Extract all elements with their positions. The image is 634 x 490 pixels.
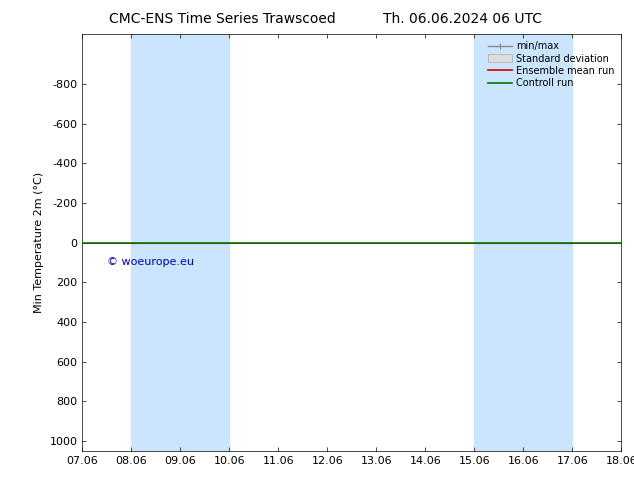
Legend: min/max, Standard deviation, Ensemble mean run, Controll run: min/max, Standard deviation, Ensemble me… [486, 39, 616, 90]
Bar [474, 34, 573, 451]
Text: CMC-ENS Time Series Trawscoed: CMC-ENS Time Series Trawscoed [108, 12, 335, 26]
Y-axis label: Min Temperature 2m (°C): Min Temperature 2m (°C) [34, 172, 44, 313]
Text: © woeurope.eu: © woeurope.eu [107, 257, 194, 268]
Bar [131, 34, 230, 451]
Text: Th. 06.06.2024 06 UTC: Th. 06.06.2024 06 UTC [384, 12, 542, 26]
